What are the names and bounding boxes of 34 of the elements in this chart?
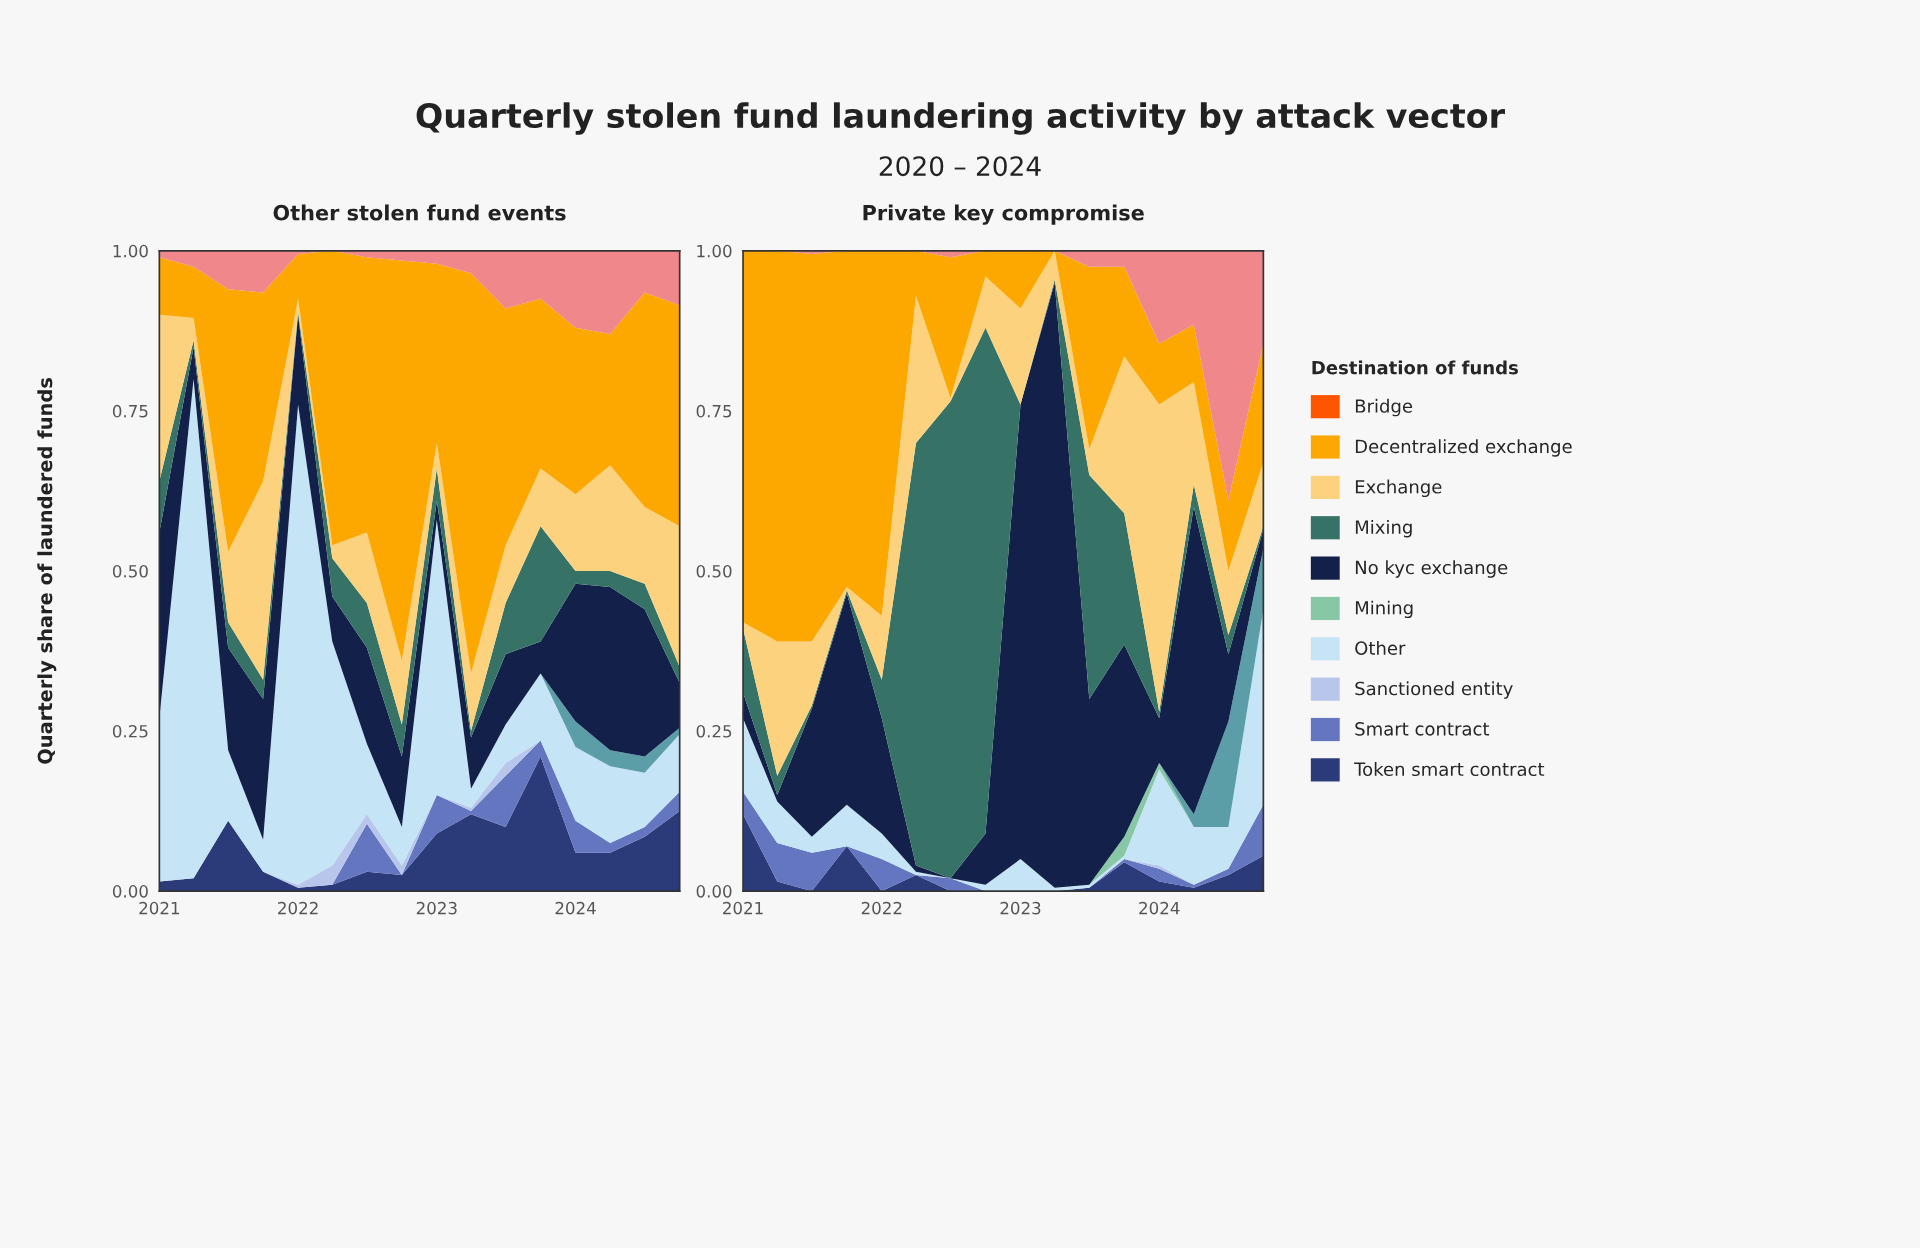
x-tick-label: 2021 [723,901,763,915]
chart-title: Private key compromise [863,204,1144,225]
y-tick-label: 1.00 [697,244,732,258]
legend-label: Decentralized exchange [1355,439,1572,457]
legend-label: No kyc exchange [1355,560,1508,578]
y-tick-label: 0.75 [112,404,148,418]
legend-label: Sanctioned entity [1355,681,1513,699]
legend-label: Bridge [1355,398,1413,417]
x-tick-label: 2022 [278,901,318,915]
x-tick-label: 2023 [416,901,457,915]
chart-title: Other stolen fund events [273,204,566,221]
legend-label: Mixing [1355,519,1412,538]
y-tick-label: 0.25 [696,724,732,738]
legend-label: Mining [1355,600,1413,619]
y-tick-label: 0.50 [112,564,148,578]
y-tick-label: 0.00 [112,885,148,898]
x-tick-label: 2024 [1139,901,1180,915]
x-tick-label: 2023 [1000,901,1041,915]
y-tick-label: 0.50 [696,564,732,578]
legend-label: Smart contract [1355,722,1490,736]
y-tick-label: 0.75 [696,404,732,418]
legend-title: Destination of funds [1312,360,1518,375]
text: 2020 – 2024 [879,156,1041,177]
legend-label: Token smart contract [1354,762,1545,777]
y-axis-title: Quarterly share of laundered funds [37,378,57,764]
x-tick-label: 2024 [555,901,596,915]
text: Quarterly stolen fund laundering activity by attack vector [416,102,1505,135]
y-tick-label: 0.25 [112,724,148,738]
x-tick-label: 2021 [139,901,180,915]
y-tick-label: 1.00 [113,244,148,258]
x-tick-label: 2022 [861,901,902,915]
legend-label: Other [1355,641,1406,655]
legend-label: Exchange [1355,479,1442,498]
y-tick-label: 0.00 [696,885,732,898]
